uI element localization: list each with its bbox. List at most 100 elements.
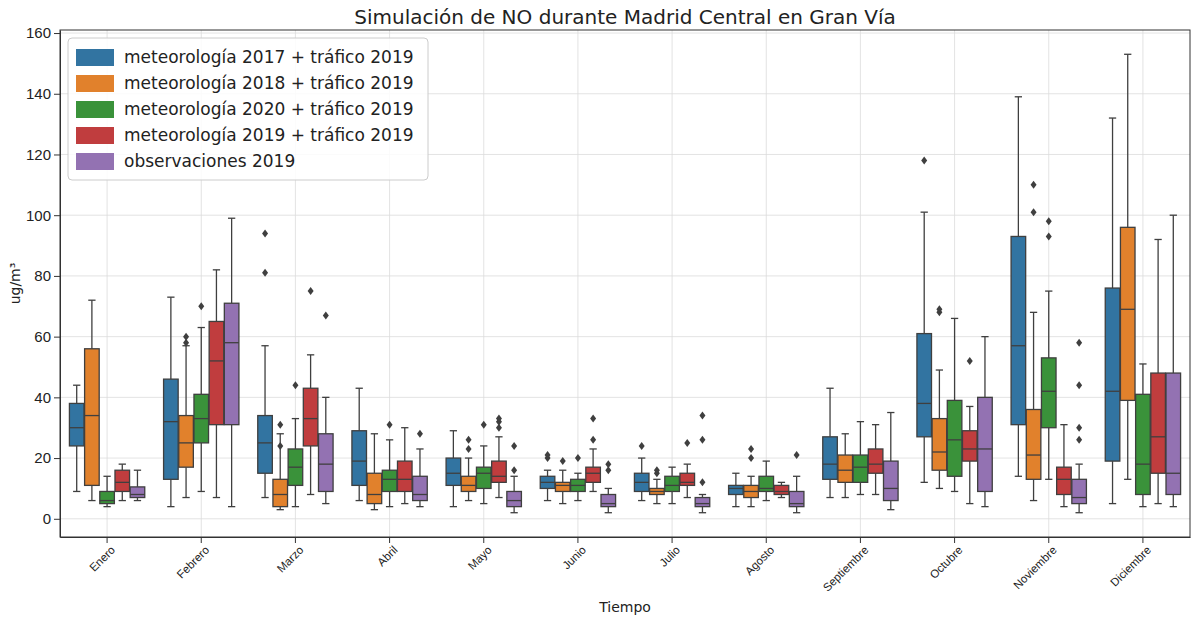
box-body <box>69 403 84 446</box>
whisker-high <box>1018 97 1019 237</box>
whisker-cap-high <box>1154 239 1161 240</box>
whisker-cap-low <box>936 488 943 489</box>
x-tick-label: Septiembre <box>821 544 871 594</box>
whisker-cap-high <box>228 218 235 219</box>
outlier <box>654 466 660 474</box>
legend-swatch <box>76 127 114 144</box>
whisker-high <box>969 406 970 430</box>
legend-swatch <box>76 101 114 118</box>
box-median <box>634 482 649 483</box>
whisker-high <box>498 437 499 461</box>
outlier <box>967 357 973 365</box>
box <box>1057 425 1072 507</box>
whisker-cap-low <box>495 497 502 498</box>
outlier <box>699 412 705 420</box>
outlier <box>387 421 393 429</box>
whisker-cap-high <box>747 476 754 477</box>
whisker-low <box>796 507 797 513</box>
whisker-cap-high <box>589 448 596 449</box>
box-body <box>540 476 555 488</box>
whisker-high <box>829 388 830 437</box>
whisker-low <box>359 485 360 500</box>
box <box>303 287 318 494</box>
whisker-cap-high <box>198 327 205 328</box>
grid <box>60 30 1190 537</box>
box-series <box>130 215 1180 513</box>
box <box>947 318 962 491</box>
whisker-cap-low <box>574 500 581 501</box>
whisker-cap-high <box>842 433 849 434</box>
whisker-cap-low <box>778 497 785 498</box>
box <box>774 482 789 497</box>
box-body <box>868 449 883 473</box>
whisker-high <box>468 458 469 476</box>
x-tick-label: Marzo <box>275 544 306 575</box>
box-median <box>319 463 334 464</box>
whisker-cap-high <box>1075 463 1082 464</box>
outlier <box>308 287 314 295</box>
whisker-low <box>185 467 186 497</box>
whisker-low <box>231 425 232 507</box>
y-tick-label: 120 <box>26 146 51 163</box>
box <box>413 430 428 507</box>
whisker-low <box>325 491 326 503</box>
whisker-high <box>170 297 171 379</box>
whisker-cap-high <box>653 479 660 480</box>
grid-line-y <box>60 518 1190 519</box>
outlier <box>277 421 283 429</box>
whisker-high <box>656 479 657 488</box>
box-body <box>115 470 130 491</box>
x-tick: Abril <box>375 537 400 568</box>
whisker-cap-high <box>921 212 928 213</box>
whisker-cap-low <box>951 491 958 492</box>
box-median <box>774 491 789 492</box>
whisker-high <box>91 300 92 349</box>
box-body <box>884 461 899 500</box>
whisker-low <box>750 498 751 507</box>
box-median <box>917 403 932 404</box>
box-median <box>164 421 179 422</box>
whisker-cap-low <box>653 503 660 504</box>
whisker-low <box>939 470 940 488</box>
box-median <box>224 342 239 343</box>
box-body <box>100 491 115 503</box>
grid-line-x <box>1048 30 1049 537</box>
y-tick: 40 <box>34 389 60 406</box>
grid-line-y <box>60 215 1190 216</box>
whisker-low <box>453 485 454 506</box>
box-body <box>962 431 977 461</box>
whisker-high <box>264 346 265 416</box>
box <box>1120 54 1135 479</box>
y-tick: 100 <box>26 206 60 223</box>
box-body <box>1026 409 1041 479</box>
x-tick-label: Octubre <box>927 544 964 581</box>
y-axis: 020406080100120140160 <box>26 24 61 537</box>
box-median <box>476 473 491 474</box>
box <box>492 415 507 498</box>
box-median <box>352 460 367 461</box>
x-axis: EneroFebreroMarzoAbrilMayoJunioJulioAgos… <box>61 537 1191 594</box>
whisker-low <box>671 491 672 503</box>
box-median <box>650 491 665 492</box>
x-tick-label: Diciembre <box>1108 544 1153 589</box>
outlier <box>1046 232 1052 240</box>
whisker-cap-low <box>887 509 894 510</box>
box-median <box>288 467 303 468</box>
box-body <box>164 379 179 479</box>
whisker-high <box>766 461 767 476</box>
whisker-cap-high <box>732 473 739 474</box>
whisker-high <box>201 328 202 395</box>
whisker-cap-low <box>386 506 393 507</box>
whisker-cap-high <box>307 354 314 355</box>
box <box>1105 118 1120 504</box>
box <box>665 467 680 503</box>
whisker-cap-low <box>638 500 645 501</box>
whisker-high <box>325 397 326 433</box>
whisker-cap-low <box>1015 476 1022 477</box>
box-median <box>680 482 695 483</box>
box <box>382 421 397 507</box>
box-body <box>1057 467 1072 494</box>
whisker-cap-high <box>857 421 864 422</box>
whisker-low <box>984 491 985 506</box>
whisker-low <box>1157 473 1158 503</box>
